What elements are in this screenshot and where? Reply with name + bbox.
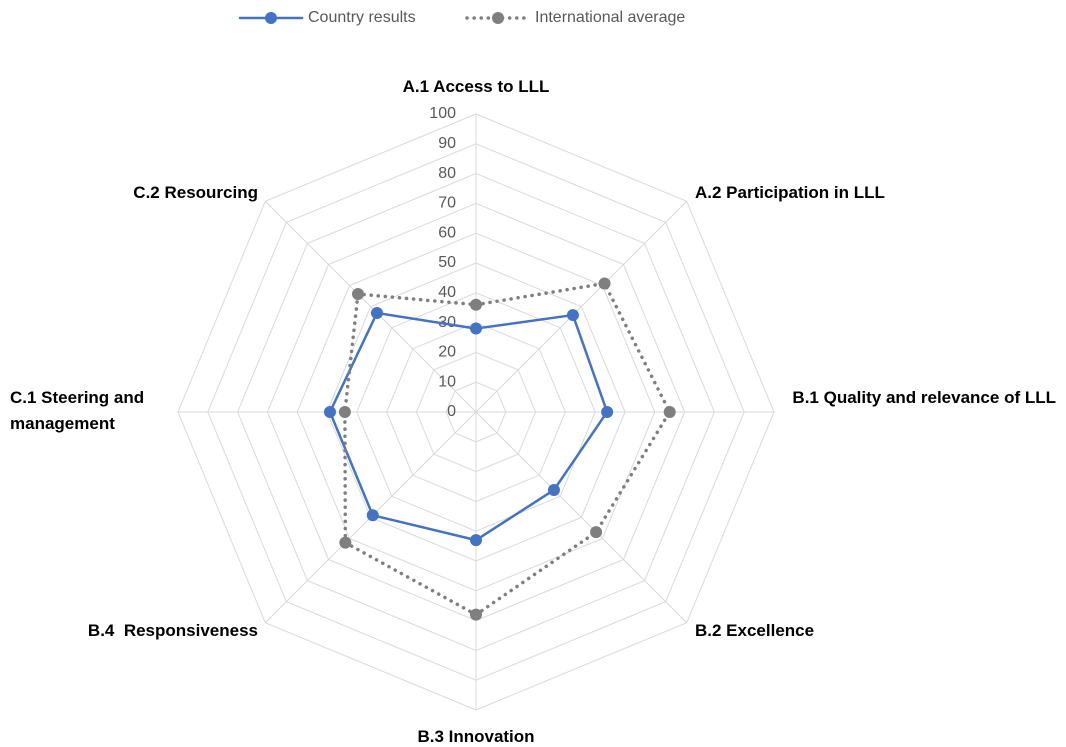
series-line xyxy=(343,281,672,617)
axis-label: B.1 Quality and relevance of LLL xyxy=(792,388,1056,407)
tick-label: 60 xyxy=(438,224,456,241)
data-point xyxy=(547,483,560,496)
tick-label: 30 xyxy=(438,314,456,331)
axis-label: A.2 Participation in LLL xyxy=(695,183,885,202)
spoke xyxy=(475,411,688,624)
series-line xyxy=(328,311,609,542)
legend-marker xyxy=(265,12,277,24)
axis-label: B.4 Responsiveness xyxy=(87,621,258,640)
legend-marker xyxy=(492,12,504,24)
data-point xyxy=(566,309,579,322)
tick-label: 40 xyxy=(438,284,456,301)
data-point xyxy=(663,406,676,418)
data-point xyxy=(351,287,364,300)
axis-label: B.3 Innovation xyxy=(417,727,535,746)
axis-label: B.2 Excellence xyxy=(695,621,815,640)
tick-label: 80 xyxy=(438,165,456,182)
axis-label: C.1 Steering and management xyxy=(10,388,149,433)
data-point xyxy=(470,322,482,335)
data-point xyxy=(339,536,352,549)
axis-label: A.1 Access to LLL xyxy=(402,77,550,96)
tick-label: 20 xyxy=(438,344,456,361)
tick-label: 50 xyxy=(438,254,456,271)
data-point xyxy=(601,406,614,418)
tick-label: 90 xyxy=(438,135,456,152)
legend-label: International average xyxy=(535,9,685,26)
data-point xyxy=(590,526,603,539)
tick-label: 100 xyxy=(429,105,456,122)
tick-label: 10 xyxy=(438,373,456,390)
data-point xyxy=(470,534,482,547)
data-point xyxy=(470,608,482,621)
data-point xyxy=(370,306,383,319)
data-point xyxy=(598,277,611,290)
data-point xyxy=(323,406,336,418)
tick-label: 0 xyxy=(447,403,456,420)
legend-label: Country results xyxy=(308,9,416,26)
data-point xyxy=(470,298,482,311)
data-point xyxy=(338,406,351,418)
data-point xyxy=(366,509,379,522)
tick-label: 70 xyxy=(438,195,456,212)
spoke xyxy=(475,200,688,413)
axis-label: C.2 Resourcing xyxy=(133,183,258,202)
spoke xyxy=(264,200,477,413)
